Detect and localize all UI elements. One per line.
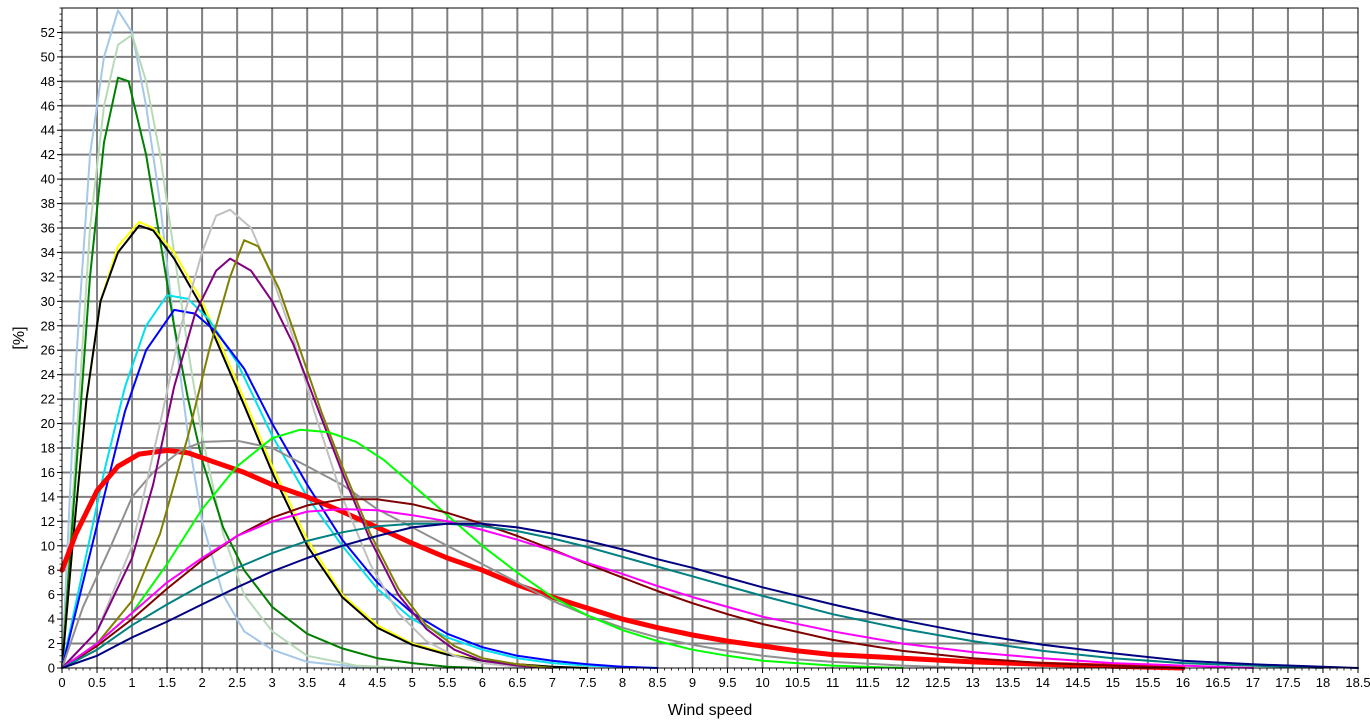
y-tick-label: 50 <box>41 49 55 64</box>
y-tick-label: 2 <box>48 636 55 651</box>
y-tick-label: 26 <box>41 343 55 358</box>
y-tick-label: 24 <box>41 367 55 382</box>
y-tick-label: 14 <box>41 489 55 504</box>
x-tick-label: 4.5 <box>368 675 386 690</box>
x-tick-label: 13 <box>965 675 979 690</box>
x-tick-label: 2 <box>198 675 205 690</box>
x-tick-label: 1.5 <box>158 675 176 690</box>
x-tick-labels: 0 0.5 1 1.5 2 2.5 3 3.5 4 4.5 5 5.5 6 6.5 7 7.5 8 8.5 9 9.5… <box>58 668 1370 690</box>
y-tick-label: 6 <box>48 587 55 602</box>
y-tick-label: 4 <box>48 612 55 627</box>
x-tick-label: 11.5 <box>855 675 879 690</box>
y-tick-label: 0 <box>48 661 55 676</box>
x-tick-label: 13.5 <box>995 675 1020 690</box>
x-tick-label: 14 <box>1036 675 1050 690</box>
x-tick-label: 3 <box>269 675 276 690</box>
x-tick-label: 16 <box>1176 675 1190 690</box>
x-tick-label: 15.5 <box>1135 675 1160 690</box>
y-tick-label: 40 <box>41 172 55 187</box>
y-tick-label: 48 <box>41 74 55 89</box>
y-tick-label: 30 <box>41 294 55 309</box>
x-tick-label: 16.5 <box>1205 675 1230 690</box>
x-tick-label: 9 <box>689 675 696 690</box>
x-tick-label: 10.5 <box>785 675 810 690</box>
y-tick-label: 42 <box>41 147 55 162</box>
x-tick-label: 2.5 <box>228 675 246 690</box>
x-tick-label: 17 <box>1246 675 1260 690</box>
y-tick-label: 32 <box>41 269 55 284</box>
y-tick-label: 10 <box>41 538 55 553</box>
x-tick-label: 5 <box>409 675 416 690</box>
x-axis-title: Wind speed <box>668 702 753 719</box>
x-tick-label: 12.5 <box>925 675 950 690</box>
y-tick-label: 18 <box>41 441 55 456</box>
x-tick-label: 4 <box>339 675 346 690</box>
y-tick-label: 16 <box>41 465 55 480</box>
y-tick-label: 44 <box>41 123 55 138</box>
y-tick-label: 36 <box>41 221 55 236</box>
y-tick-label: 34 <box>41 245 55 260</box>
plot-background <box>62 8 1358 668</box>
y-tick-label: 12 <box>41 514 55 529</box>
x-tick-label: 18 <box>1316 675 1330 690</box>
y-tick-label: 8 <box>48 563 55 578</box>
x-tick-label: 14.5 <box>1065 675 1090 690</box>
x-tick-label: 6 <box>479 675 486 690</box>
x-tick-label: 8.5 <box>648 675 666 690</box>
y-tick-label: 46 <box>41 98 55 113</box>
y-tick-label: 28 <box>41 318 55 333</box>
x-tick-label: 7.5 <box>578 675 596 690</box>
y-tick-label: 20 <box>41 416 55 431</box>
x-tick-label: 9.5 <box>718 675 736 690</box>
x-tick-label: 8 <box>619 675 626 690</box>
x-tick-label: 12 <box>895 675 909 690</box>
y-tick-labels: 0246810121416182022242628303234363840424… <box>41 25 62 676</box>
x-tick-label: 15 <box>1106 675 1120 690</box>
x-tick-label: 1 <box>128 675 135 690</box>
x-tick-label: 18.5 <box>1345 675 1370 690</box>
x-tick-label: 17.5 <box>1275 675 1300 690</box>
x-tick-label: 0 <box>58 675 65 690</box>
x-tick-label: 6.5 <box>508 675 526 690</box>
x-tick-label: 3.5 <box>298 675 316 690</box>
y-tick-label: 38 <box>41 196 55 211</box>
x-tick-label: 0.5 <box>88 675 106 690</box>
y-tick-label: 52 <box>41 25 55 40</box>
x-tick-label: 10 <box>755 675 769 690</box>
y-axis-title: [%] <box>11 326 28 349</box>
x-tick-label: 7 <box>549 675 556 690</box>
y-tick-label: 22 <box>41 392 55 407</box>
x-tick-label: 11 <box>826 675 840 690</box>
x-tick-label: 5.5 <box>438 675 456 690</box>
